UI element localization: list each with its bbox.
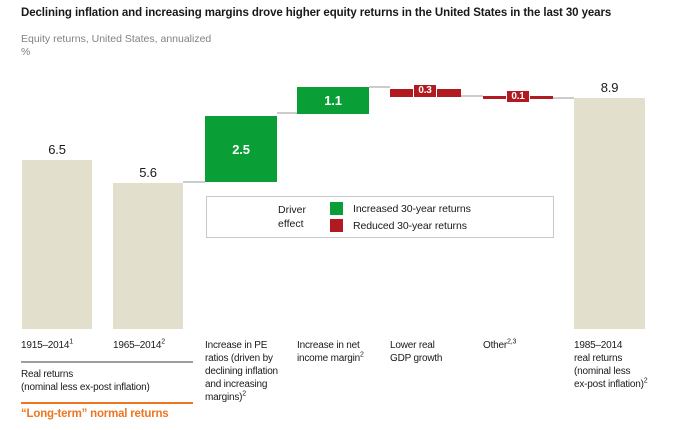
legend-label: Increased 30-year returns — [353, 202, 471, 215]
category-label-1985-2014: 1985–2014 real returns (nominal less ex-… — [574, 339, 674, 391]
bar-pe-ratios — [205, 116, 277, 182]
connector-line — [369, 86, 390, 88]
footnote-marker: 2 — [242, 390, 246, 398]
real-returns-group-label: Real returns (nominal less ex-post infla… — [21, 369, 150, 393]
category-text: Lower real GDP growth — [390, 340, 443, 364]
value-label: 5.6 — [139, 165, 157, 180]
category-label-gdp-growth: Lower real GDP growth — [390, 339, 480, 365]
footnote-marker: 2,3 — [507, 338, 517, 346]
connector-line — [183, 181, 205, 183]
footnote-marker: 2 — [643, 377, 648, 385]
decrease-swatch — [330, 219, 343, 232]
category-text: Increase in PE ratios (driven by declini… — [205, 340, 278, 403]
connector-line — [277, 112, 297, 114]
category-text: 1915–2014 — [21, 340, 70, 351]
category-label-pe-ratios: Increase in PE ratios (driven by declini… — [205, 339, 301, 404]
value-label: 1.1 — [324, 93, 342, 108]
legend-row-decrease: Reduced 30-year returns — [330, 219, 471, 232]
connector-line — [461, 95, 483, 97]
value-label: 2.5 — [232, 141, 250, 157]
category-text: Other — [483, 340, 508, 351]
bar-1965-2014 — [113, 183, 183, 329]
connector-line — [553, 97, 574, 99]
category-text: 1985–2014 real returns (nominal less ex-… — [574, 340, 644, 390]
category-text: Increase in net income margin — [297, 340, 360, 364]
footnote-marker: 2 — [161, 338, 165, 346]
subtitle-text: Equity returns, United States, annualize… — [21, 33, 212, 45]
legend: Driver effect Increased 30-year returns … — [206, 196, 554, 238]
footnote-marker: 2 — [359, 351, 364, 359]
value-label: 6.5 — [48, 142, 66, 157]
legend-row-increase: Increased 30-year returns — [330, 202, 471, 215]
footnote-marker: 1 — [69, 338, 73, 346]
unit-label: % — [21, 45, 31, 58]
chart-subtitle: Equity returns, United States, annualize… — [21, 33, 421, 58]
legend-items: Increased 30-year returns Reduced 30-yea… — [330, 202, 471, 232]
category-label-net-income-margin: Increase in net income margin2 — [297, 339, 393, 365]
value-label: 8.9 — [600, 80, 619, 95]
long-term-normal-returns-label: “Long-term” normal returns — [21, 408, 169, 420]
long-term-divider-line — [21, 402, 193, 404]
legend-label: Reduced 30-year returns — [353, 219, 467, 232]
group-divider-line — [21, 361, 193, 363]
legend-title: Driver effect — [278, 204, 306, 230]
category-label-1965-2014: 1965–20142 — [113, 339, 198, 352]
value-label: 0.3 — [413, 84, 437, 98]
category-text: 1965–2014 — [113, 340, 162, 351]
chart-title: Declining inflation and increasing margi… — [21, 7, 612, 19]
category-label-1915-2014: 1915–20141 — [21, 339, 106, 352]
bar-net-income-margin — [297, 87, 369, 114]
bar-1915-2014 — [22, 160, 92, 329]
increase-swatch — [330, 202, 343, 215]
bar-1985-2014 — [574, 98, 645, 329]
value-label: 0.1 — [506, 90, 530, 103]
category-label-other: Other2,3 — [483, 339, 573, 352]
